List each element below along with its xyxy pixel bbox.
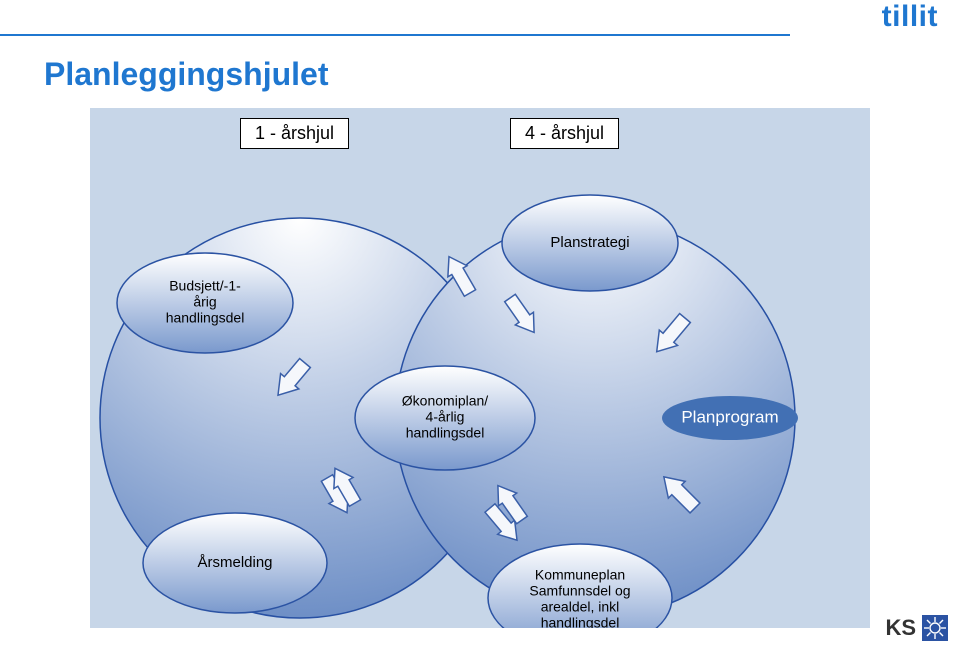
svg-text:Kommuneplan: Kommuneplan — [535, 567, 625, 583]
svg-text:Årsmelding: Årsmelding — [197, 554, 272, 571]
node-planstrategi: Planstrategi — [502, 195, 678, 291]
ks-badge: KS — [885, 615, 948, 641]
diagram-svg: Planstrategi Budsjett/-1- årig handlings… — [90, 108, 870, 628]
svg-text:Økonomiplan/: Økonomiplan/ — [402, 393, 488, 409]
node-aarsmelding: Årsmelding — [143, 513, 327, 613]
node-budsjett: Budsjett/-1- årig handlingsdel — [117, 253, 293, 353]
diagram-area: 1 - årshjul 4 - årshjul Planstrategi — [90, 108, 870, 628]
svg-text:handlingsdel: handlingsdel — [406, 425, 485, 441]
svg-text:Samfunnsdel og: Samfunnsdel og — [529, 583, 630, 599]
ks-icon — [922, 615, 948, 641]
svg-text:handlingsdel: handlingsdel — [541, 615, 620, 628]
svg-text:4-årlig: 4-årlig — [426, 409, 465, 425]
page-title: Planleggingshjulet — [44, 56, 328, 93]
svg-text:Planprogram: Planprogram — [681, 407, 778, 426]
top-rule — [0, 34, 790, 36]
svg-text:arealdel, inkl: arealdel, inkl — [541, 599, 620, 615]
node-planprogram: Planprogram — [662, 396, 798, 440]
node-okonomiplan: Økonomiplan/ 4-årlig handlingsdel — [355, 366, 535, 470]
svg-text:årig: årig — [193, 294, 216, 310]
svg-text:Budsjett/-1-: Budsjett/-1- — [169, 278, 241, 294]
brand-word: tillit — [882, 0, 938, 34]
ks-text: KS — [885, 615, 916, 641]
svg-text:handlingsdel: handlingsdel — [166, 310, 245, 326]
svg-text:Planstrategi: Planstrategi — [550, 234, 629, 251]
